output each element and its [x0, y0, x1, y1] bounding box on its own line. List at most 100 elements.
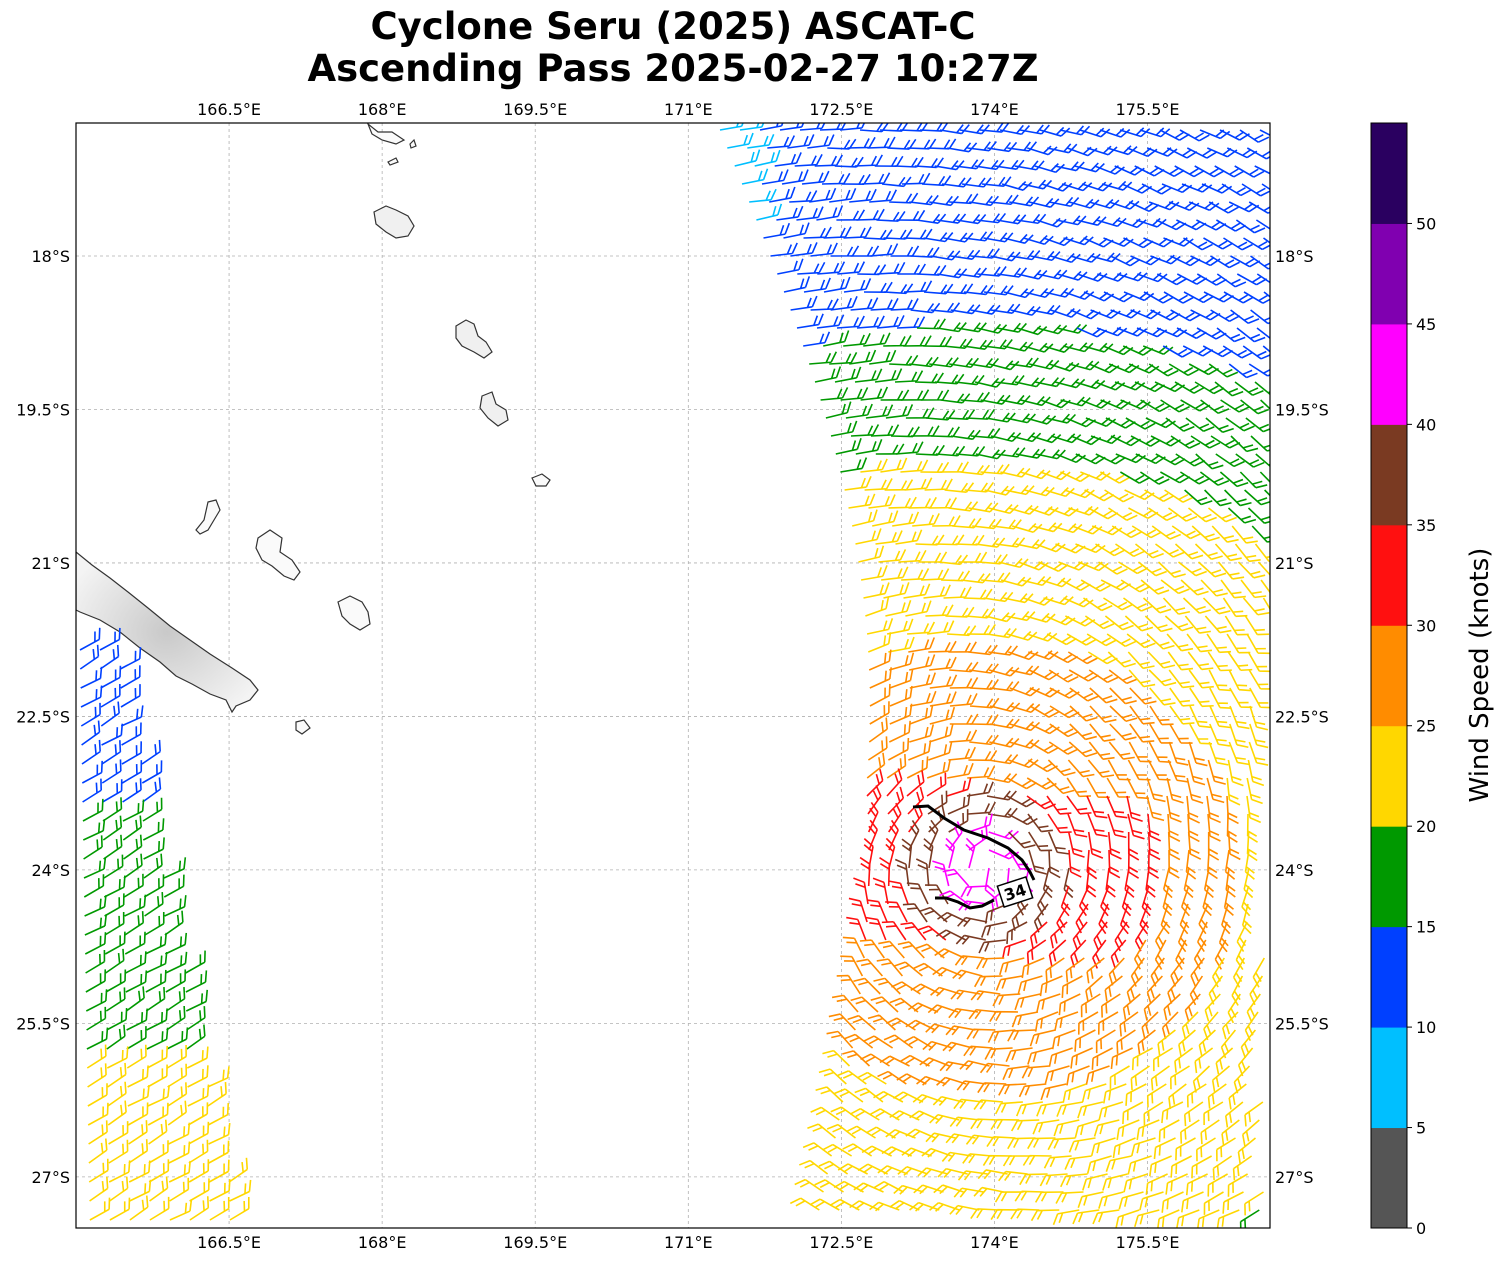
land-vanuatu-4 [531, 473, 551, 487]
wind-barb [1224, 849, 1236, 880]
wind-barb-shape [925, 1023, 956, 1034]
wind-barb [1231, 525, 1258, 544]
wind-barb-shape [87, 1063, 107, 1088]
lat-tick-right: 24°S [1275, 861, 1314, 880]
lon-tick-top: 174°E [970, 100, 1019, 119]
wind-barb-shape [1021, 1065, 1050, 1079]
wind-barb-shape [1094, 165, 1125, 175]
wind-barb [1262, 597, 1270, 618]
wind-barb [909, 724, 935, 743]
wind-barb [1108, 363, 1140, 374]
wind-barb [143, 874, 165, 898]
wind-barb-shape [1112, 1137, 1136, 1159]
wind-barb-shape [1188, 507, 1217, 523]
wind-barb [1141, 183, 1172, 195]
wind-barb [1062, 342, 1094, 353]
wind-barb [1070, 1047, 1093, 1069]
wind-barb-shape [82, 798, 104, 822]
wind-barb-shape [949, 729, 978, 743]
wind-barb-shape [1040, 1083, 1067, 1101]
wind-barb-shape [1214, 381, 1244, 397]
wind-barb-shape [873, 1090, 904, 1103]
wind-barb-shape [929, 674, 958, 689]
wind-barb-shape [1069, 705, 1098, 722]
wind-barb-shape [950, 249, 981, 261]
wind-barb [186, 1024, 206, 1050]
wind-barb-shape [929, 656, 957, 671]
wind-barb-shape [208, 1123, 231, 1145]
wind-barb [1114, 165, 1145, 176]
wind-barb-shape [1166, 795, 1182, 823]
wind-barb [1043, 595, 1074, 606]
wind-barb-shape [988, 504, 1019, 515]
wind-barb-shape [829, 187, 857, 203]
wind-barb [1053, 1119, 1080, 1137]
wind-barb-shape [1167, 975, 1184, 1004]
wind-barb [1109, 1065, 1130, 1089]
wind-barb-shape [1231, 525, 1258, 544]
wind-barb [787, 134, 815, 149]
wind-barb-shape [923, 584, 951, 599]
colorbar-segment [1371, 223, 1407, 325]
wind-barb [877, 261, 906, 275]
wind-barb [1170, 1155, 1192, 1178]
wind-barb-shape [1034, 1191, 1064, 1203]
wind-barb [1239, 129, 1270, 143]
wind-barb-shape [1198, 903, 1209, 935]
wind-barb [1208, 201, 1239, 214]
wind-barb-shape [923, 838, 934, 869]
colorbar-tick-label: 35 [1416, 516, 1436, 535]
wind-barb-shape [990, 303, 1021, 314]
wind-barb-shape [965, 408, 996, 420]
wind-barb-shape [1090, 434, 1122, 445]
wind-barb-shape [126, 1026, 147, 1050]
wind-barb [777, 258, 804, 275]
wind-barb [988, 504, 1019, 515]
wind-barb-shape [1254, 543, 1270, 563]
wind-barb-shape [144, 912, 165, 936]
wind-barb-shape [1056, 215, 1087, 226]
wind-barb-shape [856, 315, 885, 329]
wind-barb-shape [789, 190, 818, 203]
wind-barb [1188, 507, 1217, 523]
wind-barb [86, 1006, 107, 1031]
wind-barb [885, 901, 908, 923]
wind-barb [1235, 219, 1266, 234]
wind-barb-shape [1080, 471, 1111, 481]
wind-barb-shape [1001, 180, 1033, 191]
wind-barb-shape [856, 208, 885, 221]
wind-barb [929, 723, 954, 743]
wind-barb-shape [979, 1062, 1010, 1074]
wind-barb-shape [1109, 687, 1137, 705]
wind-barb [929, 195, 959, 207]
wind-barb-shape [1121, 885, 1132, 917]
wind-barb-shape [1227, 651, 1253, 672]
wind-barb [955, 934, 986, 945]
wind-barb-shape [1211, 525, 1239, 543]
wind-barb [1144, 489, 1175, 503]
wind-barb [1015, 1101, 1044, 1117]
wind-barb [1048, 506, 1079, 517]
wind-barb-shape [1244, 489, 1270, 506]
wind-barb [925, 1023, 956, 1034]
wind-barb [121, 741, 143, 765]
wind-barb [1242, 597, 1270, 616]
wind-barb [1027, 1137, 1056, 1150]
wind-barb [207, 1066, 230, 1088]
wind-barb [1168, 507, 1198, 522]
wind-barb [877, 1165, 908, 1175]
wind-barb-shape [1214, 939, 1227, 970]
wind-barb-shape [103, 875, 126, 898]
wind-barb-shape [1087, 145, 1118, 156]
wind-barb [100, 684, 121, 708]
wind-barb [868, 494, 896, 509]
wind-barb-shape [909, 1110, 940, 1121]
wind-barb [1030, 1209, 1060, 1222]
wind-barb [719, 123, 747, 131]
wind-barb-shape [1246, 147, 1270, 160]
wind-barb-shape [1202, 885, 1213, 917]
wind-barb-shape [1180, 1119, 1200, 1144]
wind-barb-shape [1168, 741, 1189, 766]
wind-barb-shape [187, 1084, 210, 1107]
wind-barb [1129, 705, 1155, 725]
